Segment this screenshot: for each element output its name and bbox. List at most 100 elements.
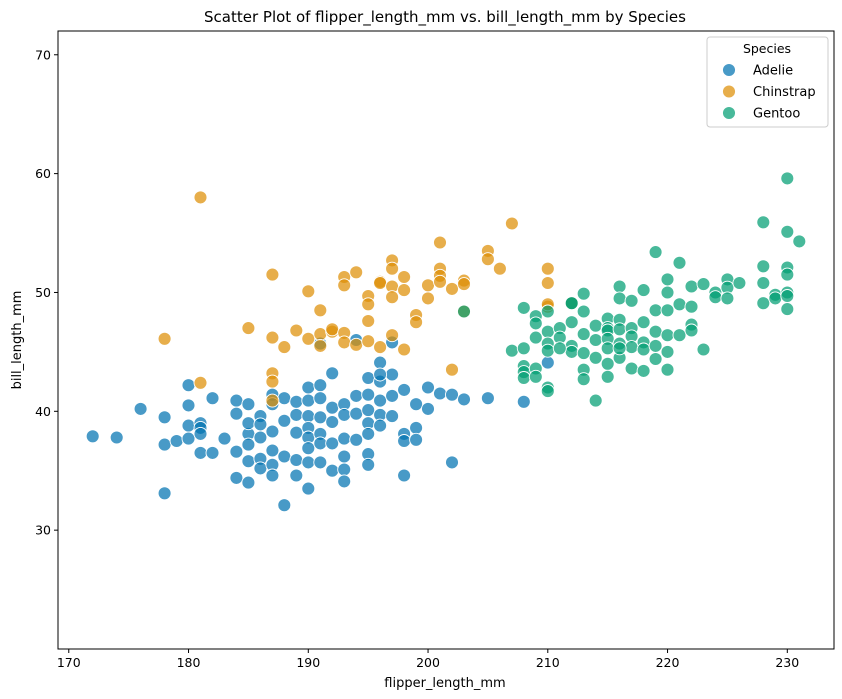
point-gentoo-15	[540, 343, 555, 358]
point-gentoo-23	[564, 344, 579, 359]
point-gentoo-98	[612, 341, 627, 356]
point-adelie-43	[289, 394, 304, 409]
point-adelie-7	[181, 378, 196, 393]
point-gentoo-41	[612, 279, 627, 294]
point-adelie-73	[349, 388, 364, 403]
point-adelie-27	[241, 475, 256, 490]
point-gentoo-31	[588, 333, 603, 347]
point-adelie-93	[397, 382, 412, 397]
point-chinstrap-32	[385, 261, 400, 276]
point-adelie-63	[325, 400, 340, 415]
point-adelie-1	[109, 430, 124, 445]
point-chinstrap-37	[397, 283, 412, 298]
point-adelie-9	[181, 418, 196, 433]
point-gentoo-60	[648, 338, 663, 353]
point-gentoo-86	[756, 296, 771, 311]
point-adelie-30	[253, 430, 268, 445]
point-adelie-57	[313, 391, 328, 406]
point-adelie-72	[337, 474, 352, 489]
point-adelie-88	[373, 418, 388, 433]
point-chinstrap-47	[445, 281, 459, 296]
point-gentoo-51	[624, 361, 639, 376]
point-chinstrap-21	[337, 335, 352, 350]
point-gentoo-71	[684, 279, 699, 294]
point-adelie-84	[373, 355, 388, 370]
point-adelie-96	[397, 468, 412, 483]
y-tick-label-70: 70	[35, 47, 51, 62]
point-chinstrap-50	[457, 277, 471, 292]
point-adelie-20	[229, 444, 244, 459]
x-tick-label-230: 230	[775, 655, 799, 670]
point-adelie-68	[337, 407, 352, 422]
point-gentoo-12	[540, 304, 555, 319]
point-adelie-16	[205, 445, 220, 460]
point-gentoo-27	[576, 346, 591, 361]
legend-marker-gentoo	[722, 106, 736, 120]
x-axis: 170 180 190 200 210 220 230	[57, 649, 799, 670]
point-adelie-50	[301, 409, 316, 424]
point-adelie-86	[373, 393, 388, 408]
point-gentoo-74	[684, 323, 699, 338]
point-gentoo-76	[696, 342, 711, 357]
point-adelie-101	[421, 401, 435, 416]
y-tick-label-40: 40	[35, 404, 51, 419]
point-adelie-99	[409, 432, 424, 447]
point-adelie-69	[337, 431, 352, 446]
point-gentoo-97	[564, 296, 579, 311]
legend-marker-adelie	[722, 63, 736, 77]
point-adelie-106	[480, 391, 495, 406]
point-chinstrap-26	[361, 314, 376, 328]
point-adelie-71	[337, 462, 352, 477]
point-chinstrap-5	[265, 330, 280, 345]
point-gentoo-24	[576, 286, 591, 301]
point-adelie-54	[301, 455, 316, 470]
point-chinstrap-12	[301, 331, 316, 346]
point-adelie-24	[241, 416, 256, 431]
point-gentoo-2	[516, 300, 531, 315]
point-adelie-74	[349, 406, 364, 421]
point-gentoo-94	[780, 289, 795, 303]
point-chinstrap-55	[540, 261, 555, 276]
point-gentoo-68	[672, 255, 687, 270]
point-chinstrap-17	[325, 322, 340, 337]
point-gentoo-75	[696, 277, 711, 292]
point-adelie-36	[265, 443, 280, 458]
y-axis-label: bill_length_mm	[10, 291, 25, 390]
point-chinstrap-22	[349, 265, 364, 280]
point-gentoo-90	[780, 224, 795, 239]
point-adelie-105	[457, 392, 471, 407]
point-gentoo-33	[588, 393, 603, 408]
point-adelie-75	[349, 432, 364, 447]
point-adelie-3	[157, 410, 172, 425]
data-points	[85, 171, 807, 513]
point-adelie-44	[289, 407, 304, 422]
point-gentoo-95	[780, 302, 795, 317]
point-adelie-97	[409, 397, 424, 412]
point-gentoo-38	[600, 341, 615, 356]
point-gentoo-56	[636, 363, 651, 378]
point-gentoo-1	[504, 343, 519, 358]
point-gentoo-57	[648, 245, 663, 260]
point-gentoo-6	[516, 371, 531, 385]
point-chinstrap-15	[313, 338, 328, 353]
point-adelie-92	[385, 409, 400, 424]
point-gentoo-96	[792, 234, 807, 249]
x-tick-label-200: 200	[416, 655, 440, 670]
chart-title: Scatter Plot of flipper_length_mm vs. bi…	[204, 8, 686, 27]
point-adelie-95	[397, 434, 412, 448]
y-tick-label-30: 30	[35, 523, 51, 538]
point-gentoo-32	[588, 350, 603, 365]
point-gentoo-42	[612, 291, 627, 306]
point-chinstrap-46	[433, 274, 447, 289]
x-tick-label-210: 210	[536, 655, 560, 670]
x-tick-label-190: 190	[296, 655, 320, 670]
point-chinstrap-42	[421, 291, 435, 306]
point-adelie-26	[241, 454, 256, 469]
point-gentoo-40	[600, 369, 615, 384]
point-gentoo-70	[672, 328, 687, 343]
point-adelie-91	[385, 388, 400, 403]
point-gentoo-39	[600, 356, 615, 371]
point-adelie-4	[157, 437, 172, 452]
point-adelie-38	[265, 468, 280, 483]
point-adelie-41	[277, 449, 292, 464]
